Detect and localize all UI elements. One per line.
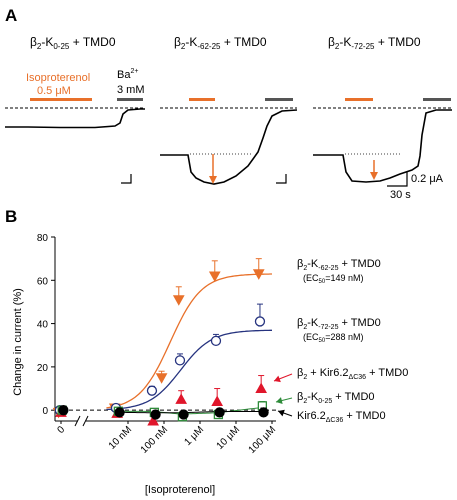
x-axis-label: [Isoproterenol]: [145, 484, 215, 496]
y-tick-label: 20: [37, 363, 49, 374]
data-point: [58, 405, 69, 416]
label-callouts: [273, 373, 293, 417]
x-tick-label: 1 μM: [182, 424, 206, 448]
data-point: [147, 414, 160, 426]
fit-curves: [106, 273, 272, 415]
fit-curve: [106, 273, 272, 409]
barium-concentration-label: 3 mM: [117, 84, 145, 96]
ba-bar-1: [117, 98, 143, 101]
data-point: [208, 271, 221, 282]
panel-a-label: A: [5, 6, 17, 25]
iso-bar-3: [345, 98, 373, 101]
data-point: [255, 382, 268, 394]
label-k0: β2-K0-25 + TMD0: [297, 391, 375, 405]
axis-break-mark: [74, 415, 81, 427]
trace-title-k62: β2-K-62-25 + TMD0: [174, 35, 267, 51]
y-tick-label: 80: [37, 233, 49, 244]
data-marks: [52, 258, 269, 426]
x-tick-label: 10 μM: [215, 424, 243, 452]
data-point: [211, 395, 224, 407]
data-point: [174, 355, 186, 366]
label-k62: β2-K-62-25 + TMD0: [297, 258, 381, 272]
label-k72: β2-K-72-25 + TMD0: [297, 317, 381, 331]
trace-title-k72: β2-K-72-25 + TMD0: [328, 35, 421, 51]
callout-arrow-kir-beta2-head: [274, 375, 281, 383]
data-point: [254, 316, 266, 327]
ec50-k62: (EC50=149 nM): [303, 273, 363, 285]
current-trace-k62: [160, 109, 298, 185]
data-point: [214, 407, 225, 418]
scale-current-label: 0.2 μA: [411, 173, 444, 185]
iso-arrow-head-2: [209, 176, 217, 184]
current-trace-k0: [5, 108, 145, 129]
y-axis-label: Change in current (%): [12, 288, 24, 396]
fit-curve: [106, 329, 272, 411]
scale-bar-1: [121, 174, 132, 184]
scale-time-label: 30 s: [390, 189, 411, 201]
data-point: [178, 409, 189, 420]
isoproterenol-label: Isoproterenol: [26, 72, 90, 84]
x-tick-label: 0: [55, 424, 67, 436]
label-kir-alone: Kir6.2ΔC36 + TMD0: [297, 410, 386, 424]
current-trace-k72: [313, 109, 452, 183]
data-point: [146, 385, 158, 396]
axis-break-mark: [82, 415, 89, 427]
data-point: [114, 407, 125, 418]
x-tick-label: 10 nM: [107, 424, 134, 451]
ba-bar-2: [265, 98, 293, 101]
iso-arrow-head-3: [370, 172, 378, 180]
callout-arrow-kir-alone-head: [278, 409, 285, 417]
dose-response-chart: Change in current (%) [Isoproterenol] 0 2…: [12, 233, 408, 496]
data-point: [258, 407, 269, 418]
y-tick-label: 40: [37, 320, 49, 331]
data-point: [210, 335, 222, 347]
axes: 0 20 40 60 80 0 10 nM 100 nM 1 μM 10 μM 100 μM: [37, 233, 278, 456]
ba-bar-3: [423, 98, 451, 101]
x-tick-label: 100 μM: [247, 424, 279, 456]
trace-title-k0: β2-K0-25 + TMD0: [30, 35, 116, 51]
callout-arrow-k0-head: [276, 397, 283, 404]
y-tick-label: 0: [42, 406, 48, 417]
isoproterenol-concentration-label: 0.5 μM: [37, 85, 71, 97]
data-point: [155, 373, 168, 384]
data-point: [175, 393, 188, 404]
iso-bar-2: [189, 98, 215, 101]
data-point: [150, 409, 161, 420]
scale-bar-2: [276, 174, 287, 184]
scale-bar-3: [387, 172, 408, 187]
y-tick-label: 60: [37, 276, 49, 287]
data-point: [252, 269, 265, 280]
label-kir-beta2: β2 + Kir6.2ΔC36 + TMD0: [297, 367, 408, 381]
barium-label: Ba2+: [117, 68, 138, 81]
x-tick-label: 100 nM: [139, 424, 170, 455]
data-point: [172, 295, 185, 306]
iso-bar-1: [30, 98, 92, 101]
ec50-k72: (EC50=288 nM): [303, 332, 363, 344]
panel-b-label: B: [5, 207, 17, 226]
